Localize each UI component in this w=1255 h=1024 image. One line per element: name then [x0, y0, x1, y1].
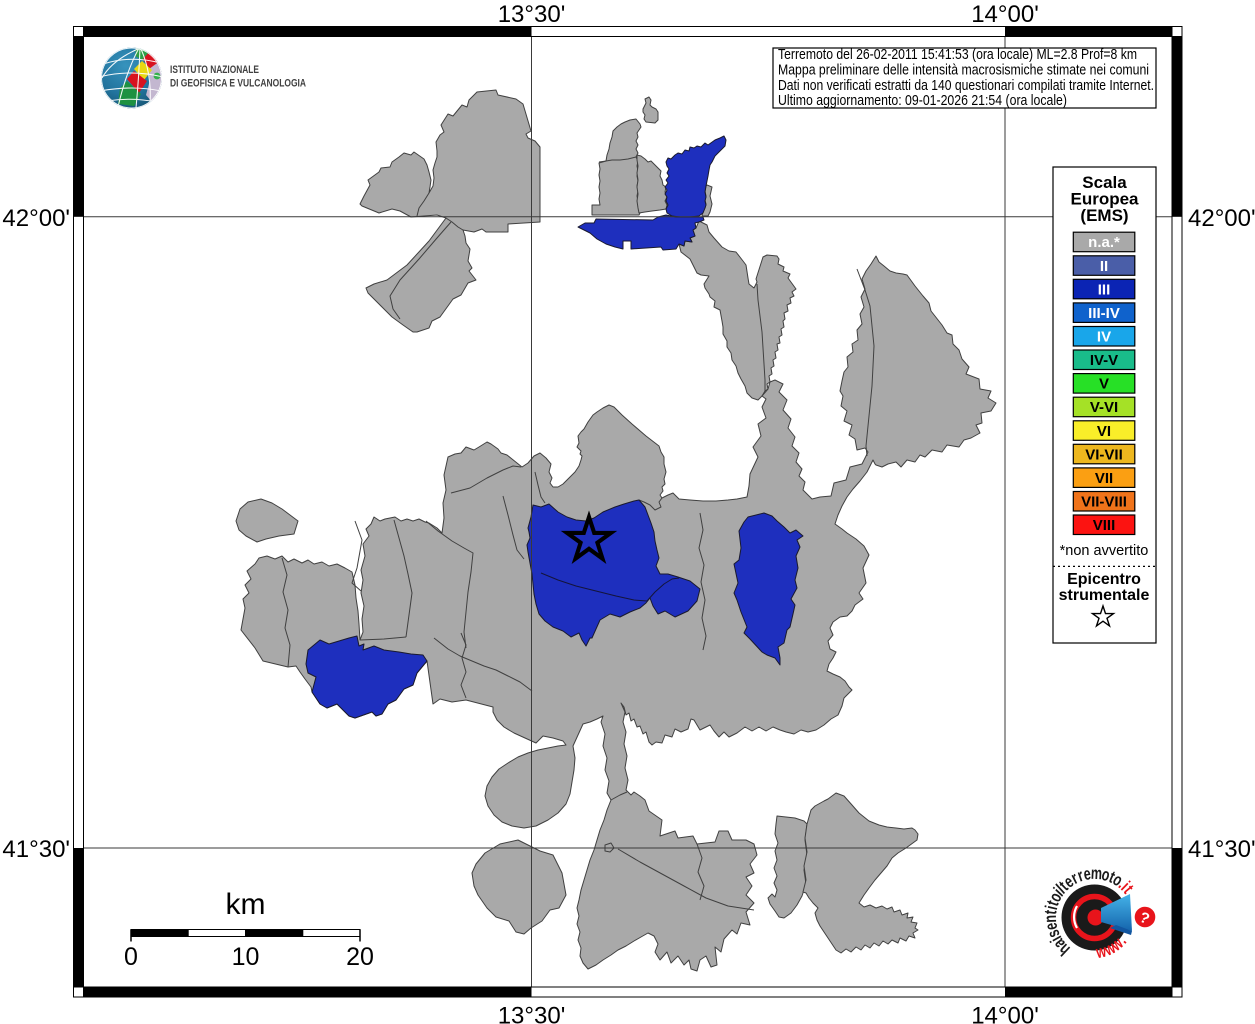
svg-text:ISTITUTO NAZIONALE: ISTITUTO NAZIONALE [170, 64, 259, 76]
svg-text:VI: VI [1097, 423, 1111, 440]
svg-text:41°30': 41°30' [2, 836, 70, 863]
svg-text:w: w [1094, 942, 1108, 963]
svg-text:(EMS): (EMS) [1080, 206, 1128, 225]
svg-text:Europea: Europea [1070, 190, 1139, 209]
svg-text:14°00': 14°00' [971, 1, 1039, 28]
svg-text:DI GEOFISICA E VULCANOLOGIA: DI GEOFISICA E VULCANOLOGIA [170, 78, 306, 90]
svg-text:e: e [1041, 921, 1062, 932]
svg-text:n.a.*: n.a.* [1088, 234, 1120, 251]
svg-text:Mappa preliminare delle intens: Mappa preliminare delle intensità macros… [778, 62, 1149, 79]
svg-text:42°00': 42°00' [1188, 205, 1255, 232]
svg-text:r: r [1075, 866, 1086, 886]
svg-text:i: i [1042, 904, 1062, 912]
svg-text:III-IV: III-IV [1088, 305, 1120, 322]
svg-text:Terremoto del 26-02-2011 15:41: Terremoto del 26-02-2011 15:41:53 (ora l… [778, 46, 1137, 63]
svg-text:V-VI: V-VI [1090, 399, 1118, 416]
svg-text:Scala: Scala [1082, 173, 1127, 192]
svg-text:m: m [1090, 864, 1102, 884]
svg-text:10: 10 [232, 943, 260, 971]
svg-text:IV-V: IV-V [1090, 352, 1118, 369]
svg-text:III: III [1098, 281, 1111, 298]
svg-text:strumentale: strumentale [1059, 587, 1150, 604]
svg-text:t: t [1041, 909, 1061, 915]
svg-text:km: km [226, 888, 266, 921]
svg-text:Ultimo aggiornamento: 09-01-20: Ultimo aggiornamento: 09-01-2026 21:54 (… [778, 92, 1067, 109]
svg-text:13°30': 13°30' [498, 1, 566, 28]
svg-text:0: 0 [124, 943, 138, 971]
svg-text:VII-VIII: VII-VIII [1081, 494, 1127, 511]
svg-text:n: n [1041, 915, 1061, 923]
svg-text:II: II [1100, 258, 1108, 275]
svg-text:e: e [1082, 864, 1092, 884]
svg-text:13°30': 13°30' [498, 1003, 566, 1024]
svg-text:VIII: VIII [1093, 517, 1116, 534]
svg-text:Dati non verificati estratti d: Dati non verificati estratti da 140 ques… [778, 77, 1154, 94]
svg-text:VII: VII [1095, 470, 1113, 487]
svg-text:t: t [1106, 868, 1118, 888]
svg-text:20: 20 [346, 943, 374, 971]
svg-text:VI-VII: VI-VII [1085, 446, 1123, 463]
svg-text:V: V [1099, 376, 1109, 393]
svg-text:42°00': 42°00' [2, 205, 70, 232]
svg-text:IV: IV [1097, 329, 1111, 346]
svg-text:41°30': 41°30' [1188, 836, 1255, 863]
svg-text:Epicentro: Epicentro [1067, 571, 1141, 588]
svg-text:t: t [1043, 898, 1063, 908]
svg-text:14°00': 14°00' [971, 1003, 1039, 1024]
svg-text:*non avvertito: *non avvertito [1060, 543, 1149, 559]
